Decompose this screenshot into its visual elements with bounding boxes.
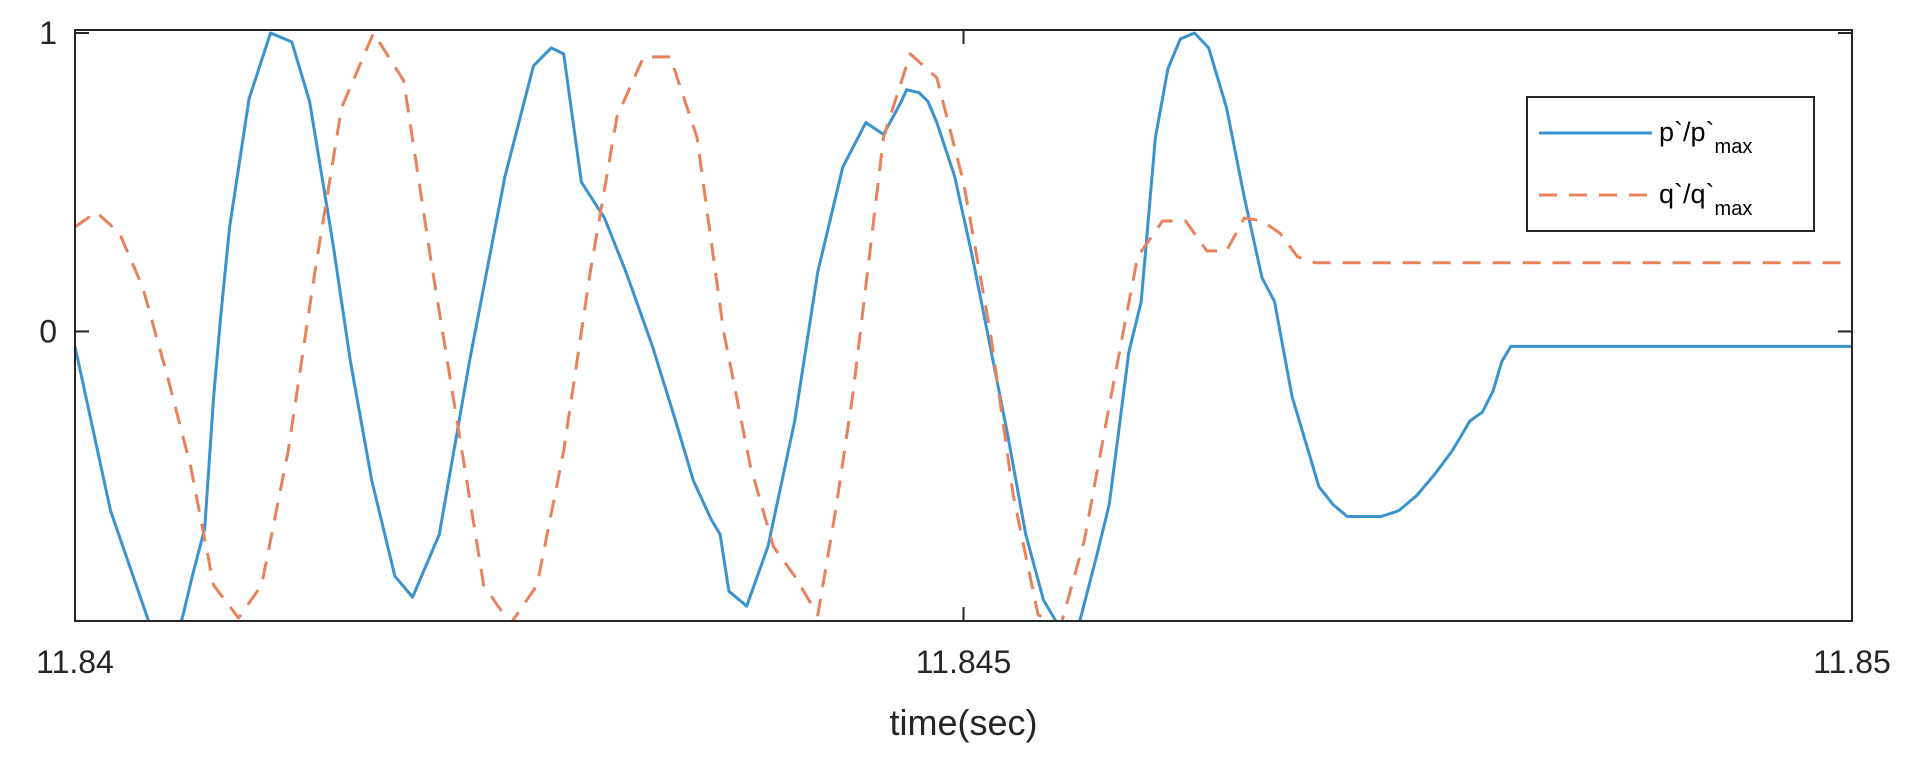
series-line-p: [75, 31, 1852, 621]
x-tick-label: 11.845: [916, 644, 1012, 680]
legend-box: [1526, 96, 1815, 232]
x-axis-label: time(sec): [889, 702, 1037, 743]
series-line-q: [75, 31, 1852, 621]
x-tick-label: 11.85: [1813, 644, 1891, 680]
legend-label-p: p`/p`max: [1659, 117, 1752, 158]
series-layer: [75, 31, 1852, 621]
y-tick-label: 0: [39, 313, 57, 349]
legend-label-q: q`/q`max: [1659, 179, 1752, 220]
x-tick-label: 11.84: [36, 644, 114, 680]
legend: p`/p`max q`/q`max: [1526, 96, 1815, 232]
y-tick-label: 1: [39, 15, 57, 51]
ticks-layer: 11.84 11.845 11.85 0 1: [36, 15, 1891, 680]
